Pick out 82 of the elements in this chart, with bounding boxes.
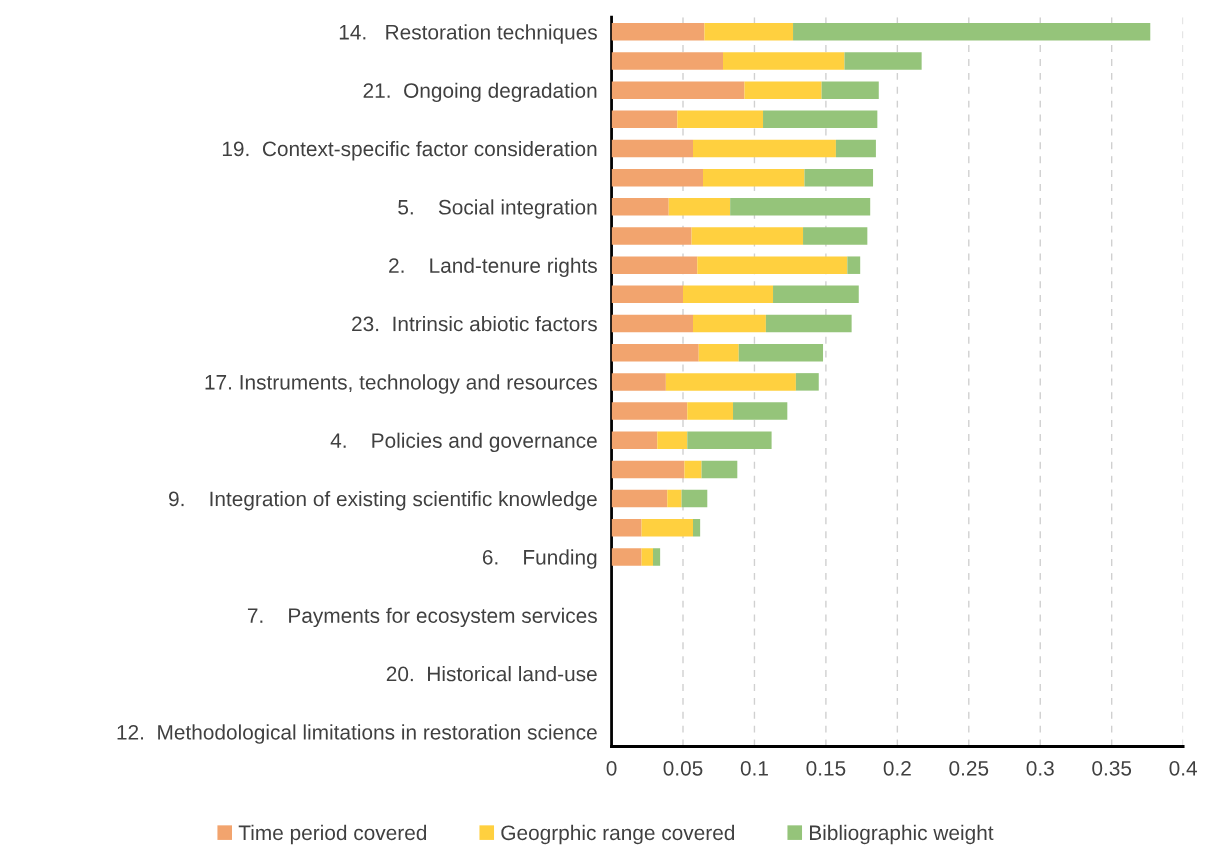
y-tick-label: 21. Ongoing degradation	[363, 82, 597, 103]
bar	[611, 110, 678, 129]
bar	[701, 460, 738, 479]
bar	[763, 110, 878, 129]
bar	[704, 23, 794, 41]
bar	[611, 343, 699, 362]
bar	[687, 402, 734, 420]
bar	[693, 314, 766, 333]
bar	[693, 139, 836, 158]
bar	[641, 548, 653, 566]
bar	[847, 256, 861, 274]
y-tick-label: 7. Payments for ecosystem services	[247, 607, 597, 628]
y-tick-label: 20. Historical land-use	[386, 666, 597, 682]
bar	[611, 168, 704, 187]
bar	[611, 256, 698, 274]
x-tick-label: 0.15	[806, 760, 846, 776]
bar	[611, 431, 658, 449]
bar	[803, 227, 868, 245]
legend-label: Bibliographic weight	[809, 824, 994, 845]
y-tick-label: 19. Context-specific factor consideration	[222, 140, 597, 161]
bar	[611, 285, 683, 304]
legend-label: Time period covered	[238, 824, 427, 845]
bar	[793, 23, 1151, 41]
bar	[611, 23, 705, 41]
bar	[611, 373, 666, 391]
bar	[773, 285, 859, 304]
bar	[703, 168, 805, 187]
bar	[738, 343, 824, 362]
bar	[723, 52, 845, 70]
bar	[804, 168, 874, 187]
bar	[611, 460, 685, 479]
bar	[668, 198, 731, 216]
bar	[697, 256, 848, 274]
bar	[744, 81, 822, 99]
bar	[611, 314, 694, 333]
bar	[611, 81, 745, 99]
bar	[667, 489, 682, 508]
bar	[821, 81, 879, 99]
y-tick-label: 23. Intrinsic abiotic factors	[352, 315, 597, 332]
bar	[665, 373, 796, 391]
legend-label: Geogrphic range covered	[501, 824, 735, 845]
bar	[844, 52, 922, 70]
bar	[611, 518, 642, 537]
bar	[611, 227, 692, 245]
bar	[683, 285, 774, 304]
bar	[611, 402, 688, 420]
y-tick-label: 2. Land-tenure rights	[389, 257, 597, 278]
x-tick-label: 0.1	[740, 760, 768, 776]
y-tick-label: 14. Restoration techniques	[339, 24, 597, 44]
y-tick-label: 6. Funding	[482, 549, 597, 569]
y-tick-label: 12. Methodological limitations in restoration science	[117, 724, 597, 744]
x-tick-label: 0.3	[1026, 760, 1054, 776]
x-tick-label: 0.25	[949, 760, 989, 776]
bar	[765, 314, 852, 333]
bar	[795, 373, 819, 391]
bar	[653, 548, 661, 566]
bar	[611, 489, 668, 508]
y-tick-label: 4. Policies and governance	[330, 432, 597, 453]
bar	[684, 460, 702, 479]
bar	[611, 139, 694, 158]
x-tick-label: 0.4	[1169, 760, 1198, 776]
bar	[677, 110, 764, 129]
bar	[733, 402, 788, 420]
y-tick-label: 5. Social integration	[398, 199, 597, 219]
bar	[657, 431, 688, 449]
bar	[611, 52, 724, 70]
x-tick-label: 0.35	[1092, 760, 1132, 776]
x-tick-label: 0.2	[883, 760, 911, 776]
x-tick-label: 0	[606, 760, 617, 776]
bar	[835, 139, 876, 158]
y-tick-label: 17. Instruments, technology and resources	[205, 374, 597, 394]
bar	[611, 198, 669, 216]
bar	[693, 518, 701, 537]
bar	[641, 518, 694, 537]
bar	[698, 343, 739, 362]
x-tick-label: 0.05	[663, 760, 703, 776]
bar	[611, 548, 642, 566]
bar	[730, 198, 871, 216]
bar	[687, 431, 772, 449]
y-tick-label: 9. Integration of existing scientific knowledge	[169, 491, 597, 511]
bar	[681, 489, 708, 508]
bar	[691, 227, 804, 245]
